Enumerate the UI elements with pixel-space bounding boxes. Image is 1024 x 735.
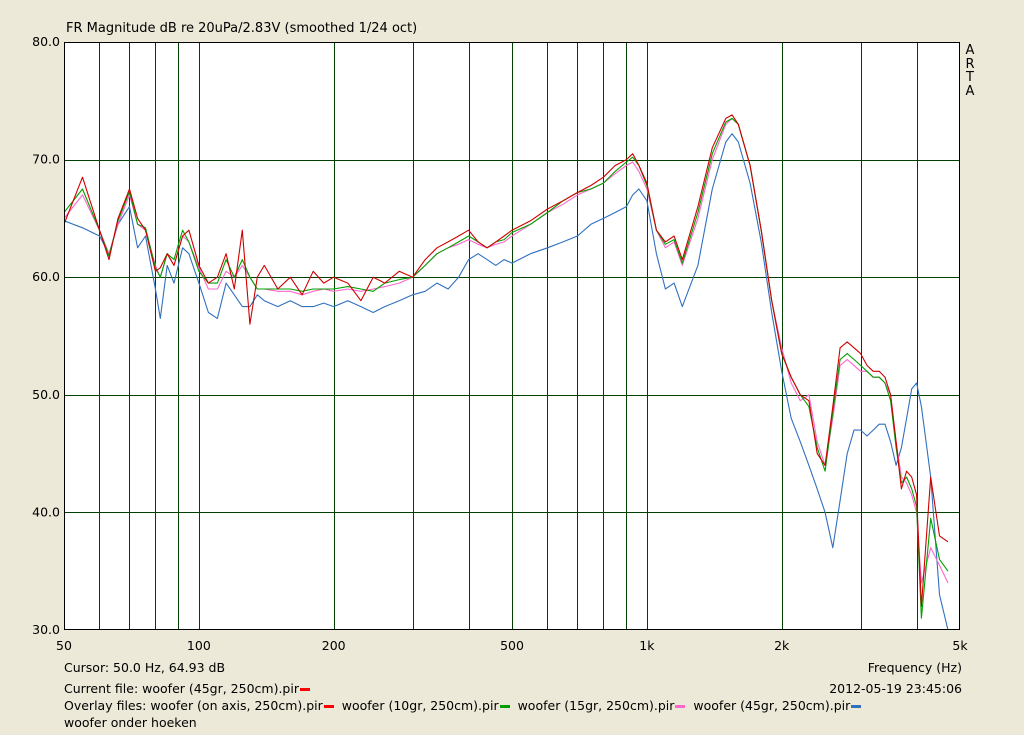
overlay-color-swatch xyxy=(675,705,686,708)
brand-letter: R xyxy=(965,56,975,72)
current-file-color-swatch xyxy=(299,688,310,691)
series-line xyxy=(64,114,949,608)
y-tick-label: 80.0 xyxy=(32,34,60,49)
overlay-label: Overlay files: xyxy=(64,698,147,713)
y-tick-label: 50.0 xyxy=(32,387,60,402)
x-tick-label: 5k xyxy=(952,638,968,653)
overlay-file: woofer (45gr, 250cm).pir xyxy=(693,698,851,713)
overlay-color-swatch xyxy=(851,705,862,708)
x-tick-label: 50 xyxy=(56,638,72,653)
overlay-file: woofer (10gr, 250cm).pir xyxy=(341,698,499,713)
overlay-color-swatch xyxy=(499,705,510,708)
overlay-file: woofer (on axis, 250cm).pir xyxy=(150,698,323,713)
current-file-label: Current file: woofer (45gr, 250cm).pir xyxy=(64,681,299,696)
timestamp: 2012-05-19 23:45:06 xyxy=(829,681,962,696)
x-tick-label: 100 xyxy=(187,638,211,653)
x-tick-label: 200 xyxy=(322,638,346,653)
overlay-file: woofer (15gr, 250cm).pir xyxy=(517,698,675,713)
series-line xyxy=(64,117,949,619)
plot-border xyxy=(64,42,960,630)
frequency-axis-label: Frequency (Hz) xyxy=(867,660,962,675)
cursor-readout: Cursor: 50.0 Hz, 64.93 dB xyxy=(64,660,226,675)
overlay-extra: woofer onder hoeken xyxy=(64,715,197,730)
chart-title: FR Magnitude dB re 20uPa/2.83V (smoothed… xyxy=(66,21,418,36)
x-tick-label: 2k xyxy=(774,638,790,653)
y-tick-label: 30.0 xyxy=(32,622,60,637)
brand-letter: A xyxy=(965,43,975,58)
brand-letter: A xyxy=(965,83,975,99)
y-tick-label: 60.0 xyxy=(32,269,60,284)
y-tick-label: 40.0 xyxy=(32,504,60,519)
arta-brand: A R T A xyxy=(962,44,978,98)
overlay-color-swatch xyxy=(323,705,334,708)
x-tick-label: 500 xyxy=(500,638,524,653)
y-tick-label: 70.0 xyxy=(32,152,60,167)
current-file: Current file: woofer (45gr, 250cm).pir xyxy=(64,681,314,696)
x-tick-label: 1k xyxy=(639,638,655,653)
series-line xyxy=(64,133,949,630)
brand-letter: T xyxy=(966,70,974,85)
overlay-files: Overlay files: woofer (on axis, 250cm).p… xyxy=(64,698,865,713)
